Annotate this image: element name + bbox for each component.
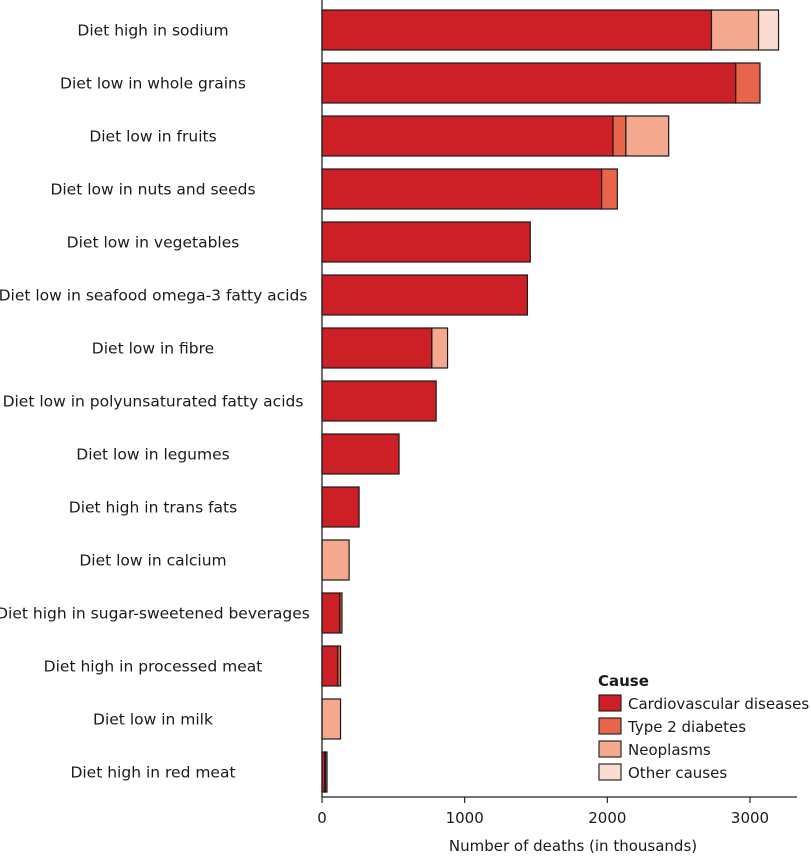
bar-segment <box>337 645 342 687</box>
bar-segment <box>321 168 603 210</box>
category-label: Diet low in calcium <box>79 552 226 570</box>
bar-segment <box>324 751 328 793</box>
category-label: Diet high in trans fats <box>69 499 237 517</box>
bar-segment <box>757 9 780 51</box>
x-tick-label: 2000 <box>588 809 626 827</box>
x-tick-label: 1000 <box>446 809 484 827</box>
legend-label: Cardiovascular diseases <box>628 695 809 713</box>
category-label: Diet low in seafood omega-3 fatty acids <box>0 287 307 305</box>
legend-title: Cause <box>598 672 649 690</box>
bar-segment <box>735 62 761 104</box>
bar-segment <box>612 115 627 157</box>
category-label: Diet high in red meat <box>70 764 235 782</box>
bar-segment <box>625 115 670 157</box>
category-label: Diet low in vegetables <box>67 234 240 252</box>
category-label: Diet low in legumes <box>76 446 229 464</box>
bar-segment <box>321 380 437 422</box>
bar-segment <box>431 327 449 369</box>
bar-segment <box>601 168 618 210</box>
category-label: Diet low in fruits <box>89 128 216 146</box>
category-labels: Diet high in sodium Diet low in whole gra… <box>0 22 310 782</box>
legend: Cause Cardiovascular diseases Type 2 diab… <box>598 672 809 782</box>
category-label: Diet high in sugar-sweetened beverages <box>0 605 310 623</box>
legend-swatch <box>598 717 622 735</box>
legend-swatch <box>598 740 622 758</box>
bar-segment <box>321 327 433 369</box>
x-axis-title: Number of deaths (in thousands) <box>449 837 697 855</box>
bar-segment <box>321 592 341 634</box>
bar-segment <box>321 539 350 581</box>
category-label: Diet low in whole grains <box>60 75 246 93</box>
legend-label: Neoplasms <box>628 741 711 759</box>
bar-segment <box>321 9 713 51</box>
bar-segment <box>321 115 614 157</box>
x-ticks: 0 1000 2000 3000 <box>317 797 769 827</box>
bar-segment <box>321 62 737 104</box>
x-tick-label: 3000 <box>731 809 769 827</box>
bar-segment <box>321 433 400 475</box>
category-label: Diet high in processed meat <box>44 658 263 676</box>
bar-segment <box>321 698 342 740</box>
bar-segment <box>321 486 360 528</box>
bar-segment <box>321 274 529 316</box>
bar-segment <box>710 9 760 51</box>
legend-items: Cardiovascular diseases Type 2 diabetes Ne… <box>598 694 809 782</box>
category-label: Diet low in milk <box>93 711 213 729</box>
category-label: Diet low in nuts and seeds <box>50 181 255 199</box>
bars-group <box>321 9 780 793</box>
category-label: Diet low in polyunsaturated fatty acids <box>3 393 304 411</box>
bar-segment <box>321 221 531 263</box>
category-label: Diet low in fibre <box>92 340 214 358</box>
legend-label: Type 2 diabetes <box>627 718 746 736</box>
legend-swatch <box>598 694 622 712</box>
bar-segment <box>339 592 343 634</box>
category-label: Diet high in sodium <box>77 22 228 40</box>
bar-segment <box>321 645 339 687</box>
legend-swatch <box>598 763 622 781</box>
legend-label: Other causes <box>628 764 727 782</box>
x-tick-label: 0 <box>317 809 327 827</box>
